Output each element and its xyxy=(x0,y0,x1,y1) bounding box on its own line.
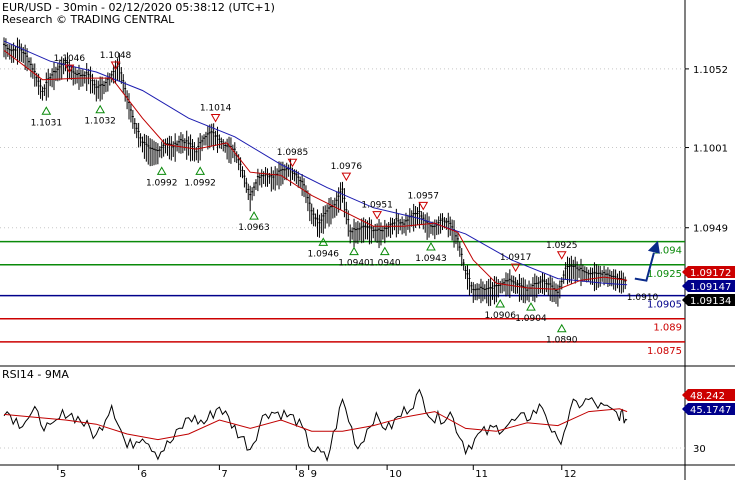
price-note-label: 1.0910 xyxy=(627,293,659,303)
time-tick-label: 7 xyxy=(221,469,227,480)
time-tick-label: 6 xyxy=(141,469,147,480)
swing-low-marker xyxy=(195,166,206,175)
price-tag-box xyxy=(682,280,735,292)
swing-low-label: 1.0946 xyxy=(308,249,340,259)
time-tick-label: 9 xyxy=(311,469,317,480)
price-tag-label: 1.09172 xyxy=(690,268,731,279)
level-label: 1.089 xyxy=(653,323,682,334)
swing-high-label: 1.0985 xyxy=(277,148,309,158)
swing-high-marker xyxy=(341,172,352,182)
chart-source: Research © TRADING CENTRAL xyxy=(2,13,175,26)
swing-low-label: 1.0963 xyxy=(238,223,270,233)
price-tag-label: 1.09134 xyxy=(690,296,731,307)
swing-low-label: 1.0992 xyxy=(146,178,178,188)
swing-high-marker xyxy=(510,263,521,273)
time-tick-label: 5 xyxy=(60,469,66,480)
rsi-tag-label: 45.1747 xyxy=(690,405,731,416)
swing-low-marker xyxy=(526,302,536,311)
level-label: 1.0925 xyxy=(647,269,682,280)
swing-high-marker xyxy=(372,211,382,220)
swing-high-marker xyxy=(418,201,429,211)
swing-low-marker xyxy=(249,211,259,220)
rsi-tag-box xyxy=(682,403,735,415)
price-tick-label: 1.0949 xyxy=(693,224,728,235)
forecast-arrow-line xyxy=(634,252,655,282)
rsi-tag-box xyxy=(682,389,735,401)
rsi-tick-label: 30 xyxy=(693,444,706,455)
swing-high-label: 1.0976 xyxy=(331,162,363,172)
level-label: 1.0875 xyxy=(647,346,682,357)
swing-low-marker xyxy=(426,241,436,251)
swing-high-marker xyxy=(556,251,567,260)
swing-high-label: 1.0951 xyxy=(361,201,393,211)
swing-high-label: 1.1046 xyxy=(54,54,86,64)
price-tick-label: 1.1001 xyxy=(693,144,728,155)
price-tag-box xyxy=(682,294,735,306)
swing-low-label: 1.1031 xyxy=(31,118,63,128)
swing-low-label: 1.0940 xyxy=(338,259,370,269)
rsi-ma-line xyxy=(3,408,628,441)
swing-high-label: 1.1048 xyxy=(100,51,132,61)
time-tick-label: 10 xyxy=(389,469,402,480)
swing-high-marker xyxy=(210,113,221,123)
swing-high-label: 1.0917 xyxy=(500,253,532,263)
swing-low-marker xyxy=(556,323,567,333)
price-tag-label: 1.09147 xyxy=(690,282,731,293)
swing-low-label: 1.0943 xyxy=(415,254,447,264)
swing-high-marker xyxy=(287,158,298,168)
swing-low-marker xyxy=(349,246,359,256)
swing-high-label: 1.0925 xyxy=(546,241,578,251)
swing-low-marker xyxy=(318,237,329,246)
swing-low-label: 1.0906 xyxy=(484,311,516,321)
ma-fast-line xyxy=(3,50,628,290)
swing-low-marker xyxy=(495,299,506,308)
swing-high-label: 1.1014 xyxy=(200,103,232,113)
forecast-arrow-head xyxy=(647,240,660,254)
time-tick-label: 12 xyxy=(564,469,577,480)
swing-high-marker xyxy=(64,64,75,74)
level-label: 1.094 xyxy=(653,246,682,257)
swing-low-label: 1.1032 xyxy=(84,117,116,127)
time-tick-label: 11 xyxy=(475,469,488,480)
swing-low-label: 1.0904 xyxy=(515,314,547,324)
time-tick-label: 8 xyxy=(298,469,304,480)
rsi-tag-label: 48.242 xyxy=(690,391,725,402)
swing-high-marker xyxy=(110,61,121,71)
swing-high-label: 1.0957 xyxy=(408,191,440,201)
chart-title: EUR/USD - 30min - 02/12/2020 05:38:12 (U… xyxy=(2,1,275,14)
swing-low-marker xyxy=(379,246,390,256)
price-tag-box xyxy=(682,266,735,278)
swing-low-label: 1.0940 xyxy=(369,259,401,269)
swing-low-marker xyxy=(41,106,52,115)
swing-low-label: 1.0992 xyxy=(184,178,216,188)
rsi-line xyxy=(3,388,628,463)
rsi-title: RSI14 - 9MA xyxy=(2,368,69,381)
swing-low-marker xyxy=(156,166,167,175)
price-tick-label: 1.1052 xyxy=(693,65,728,76)
level-label: 1.0905 xyxy=(647,300,682,311)
swing-low-marker xyxy=(95,104,106,114)
swing-low-label: 1.0890 xyxy=(546,336,578,346)
